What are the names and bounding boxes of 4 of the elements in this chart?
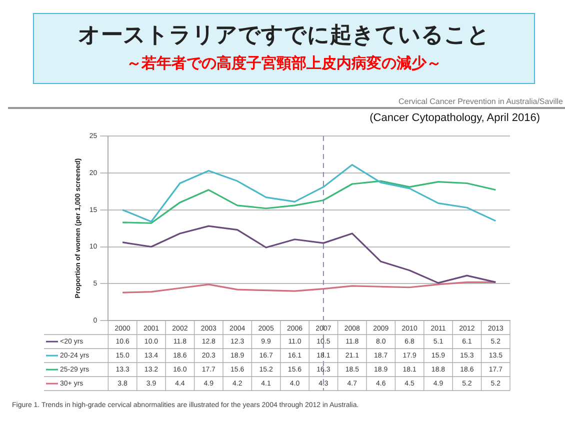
text: (Cancer Cytopathology, April 2016)	[370, 112, 540, 124]
chart-title: オーストラリアですでに起きていること	[77, 21, 491, 49]
text: Cervical Cancer Prevention in Australia/Saville	[398, 97, 563, 106]
chart-subtitle: ～若年者での高度子宮頸部上皮内病変の減少～	[126, 54, 442, 73]
